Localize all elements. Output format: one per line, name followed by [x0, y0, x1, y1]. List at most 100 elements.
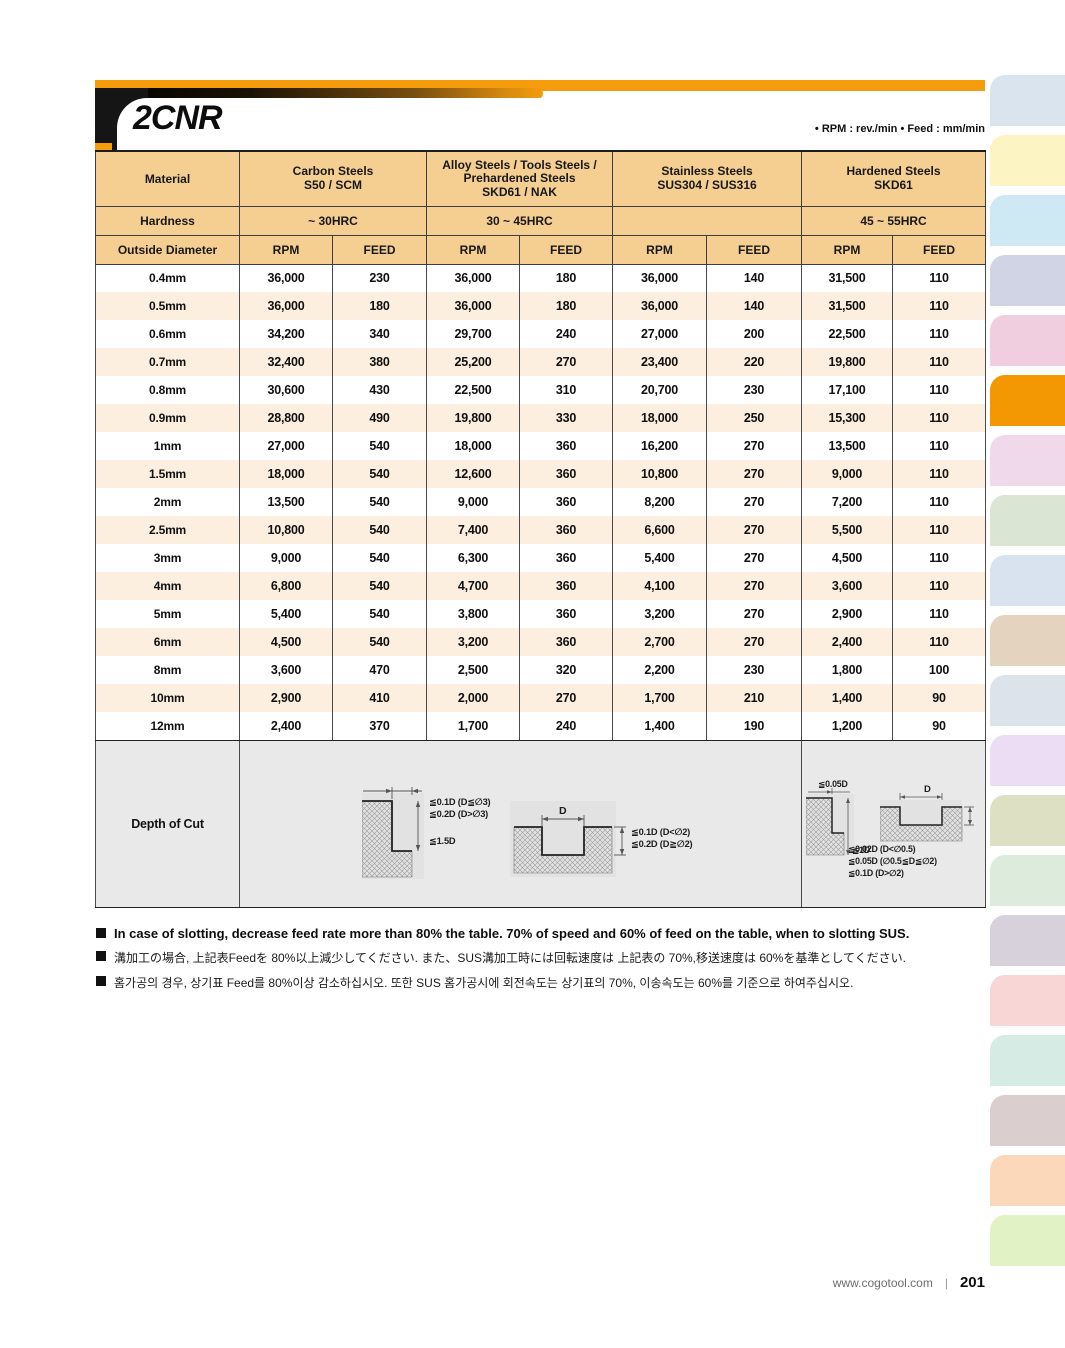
hardness-header: Hardness [95, 205, 240, 236]
footnote-japanese: 溝加工の場合, 上記表Feedを 80%以上減少してください. また、SUS溝加… [96, 949, 976, 966]
side-tab[interactable] [990, 1155, 1065, 1206]
feed-value: 230 [331, 264, 428, 292]
side-tab[interactable] [990, 315, 1065, 366]
feed-value: 370 [331, 712, 428, 741]
rpm-value: 23,400 [612, 348, 708, 376]
outside-diameter-value: 5mm [95, 600, 240, 628]
rpm-value: 25,200 [426, 348, 521, 376]
side-tab[interactable] [990, 195, 1065, 246]
side-tab[interactable] [990, 615, 1065, 666]
feed-value: 270 [706, 516, 803, 544]
rpm-header: RPM [612, 234, 708, 265]
feed-value: 110 [892, 460, 987, 488]
feed-value: 220 [706, 348, 803, 376]
rpm-value: 4,700 [426, 572, 521, 600]
depth-annotation: ≦0.2D (D>∅3) [429, 809, 488, 819]
rpm-value: 10,800 [239, 516, 333, 544]
side-tab[interactable] [990, 75, 1065, 126]
square-bullet-icon [96, 951, 106, 961]
side-tab[interactable] [990, 735, 1065, 786]
feed-value: 540 [331, 600, 428, 628]
footnotes: In case of slotting, decrease feed rate … [96, 926, 976, 999]
rpm-header: RPM [239, 234, 333, 265]
rpm-value: 9,000 [801, 460, 894, 488]
outside-diameter-value: 12mm [95, 712, 240, 741]
feed-value: 110 [892, 488, 987, 516]
feed-value: 230 [706, 656, 803, 684]
feed-value: 270 [706, 488, 803, 516]
group-alloy-steels: Alloy Steels / Tools Steels / Prehardene… [426, 150, 614, 207]
page-number: 201 [959, 1274, 985, 1291]
depth-diagram-cell-hardened: ≦0.05D ≦1D D [801, 739, 987, 908]
hardness-hardened: 45 ~ 55HRC [801, 205, 987, 236]
rpm-value: 2,200 [612, 656, 708, 684]
website-url: www.cogotool.com [832, 1276, 933, 1290]
footnote-text: In case of slotting, decrease feed rate … [114, 926, 910, 941]
side-tab[interactable] [990, 1035, 1065, 1086]
feed-value: 110 [892, 320, 987, 348]
rpm-value: 5,400 [239, 600, 333, 628]
rpm-value: 5,500 [801, 516, 894, 544]
table-row: 0.6mm 34,200 340 29,700 240 27,000 200 22,500 11… [95, 320, 987, 348]
side-tab[interactable] [990, 555, 1065, 606]
rpm-value: 36,000 [239, 292, 333, 320]
side-tab[interactable] [990, 1215, 1065, 1266]
side-tab[interactable] [990, 915, 1065, 966]
rpm-value: 31,500 [801, 264, 894, 292]
outside-diameter-value: 2.5mm [95, 516, 240, 544]
rpm-value: 2,400 [239, 712, 333, 741]
side-tab[interactable] [990, 795, 1065, 846]
rpm-value: 16,200 [612, 432, 708, 460]
rpm-value: 4,100 [612, 572, 708, 600]
side-tab[interactable] [990, 855, 1065, 906]
rpm-value: 2,500 [426, 656, 521, 684]
table-row: 2mm 13,500 540 9,000 360 8,200 270 7,200 110 [95, 488, 987, 516]
rpm-value: 9,000 [426, 488, 521, 516]
side-tab[interactable] [990, 675, 1065, 726]
side-tab[interactable] [990, 975, 1065, 1026]
side-tab[interactable] [990, 135, 1065, 186]
rpm-value: 22,500 [801, 320, 894, 348]
feed-header: FEED [706, 234, 803, 265]
feed-value: 490 [331, 404, 428, 432]
side-tab[interactable] [990, 255, 1065, 306]
feed-header: FEED [519, 234, 614, 265]
table-row: 0.8mm 30,600 430 22,500 310 20,700 230 17,100 11… [95, 376, 987, 404]
table-row: 0.7mm 32,400 380 25,200 270 23,400 220 19,800 11… [95, 348, 987, 376]
feed-value: 340 [331, 320, 428, 348]
slot-width-label: D [924, 784, 931, 795]
feed-value: 110 [892, 292, 987, 320]
outside-diameter-value: 0.9mm [95, 404, 240, 432]
rpm-value: 5,400 [612, 544, 708, 572]
rpm-value: 8,200 [612, 488, 708, 516]
rpm-value: 7,200 [801, 488, 894, 516]
side-tab[interactable] [990, 435, 1065, 486]
feed-value: 540 [331, 572, 428, 600]
group-carbon-steels: Carbon Steels S50 / SCM [238, 150, 428, 207]
group-hardened-steels: Hardened Steels SKD61 [801, 150, 987, 207]
rpm-header: RPM [426, 234, 521, 265]
side-tab[interactable] [990, 495, 1065, 546]
table-row: 6mm 4,500 540 3,200 360 2,700 270 2,400 110 [95, 628, 987, 656]
feed-value: 190 [706, 712, 803, 741]
feed-value: 360 [519, 488, 614, 516]
side-tab-active[interactable] [990, 375, 1065, 426]
feed-value: 270 [706, 432, 803, 460]
depth-annotations-hardened: ≦0.02D (D<∅0.5) ≦0.05D (∅0.5≦D≦∅2) ≦0.1D… [848, 843, 986, 879]
rpm-value: 27,000 [239, 432, 333, 460]
feed-value: 180 [331, 292, 428, 320]
footnote-english: In case of slotting, decrease feed rate … [96, 926, 976, 941]
table-row: 1mm 27,000 540 18,000 360 16,200 270 13,500 110 [95, 432, 987, 460]
table-row: 12mm 2,400 370 1,700 240 1,400 190 1,200 90 [95, 712, 987, 741]
feed-value: 270 [706, 628, 803, 656]
rpm-value: 3,800 [426, 600, 521, 628]
feed-value: 540 [331, 544, 428, 572]
side-tab[interactable] [990, 1095, 1065, 1146]
rpm-value: 18,000 [239, 460, 333, 488]
depth-annotation: ≦0.2D (D≧∅2) [631, 839, 693, 849]
rpm-value: 3,600 [801, 572, 894, 600]
depth-of-cut-label-cell: Depth of Cut [95, 739, 240, 908]
depth-annotation: ≦1D [852, 845, 870, 855]
rpm-value: 32,400 [239, 348, 333, 376]
feed-value: 110 [892, 600, 987, 628]
